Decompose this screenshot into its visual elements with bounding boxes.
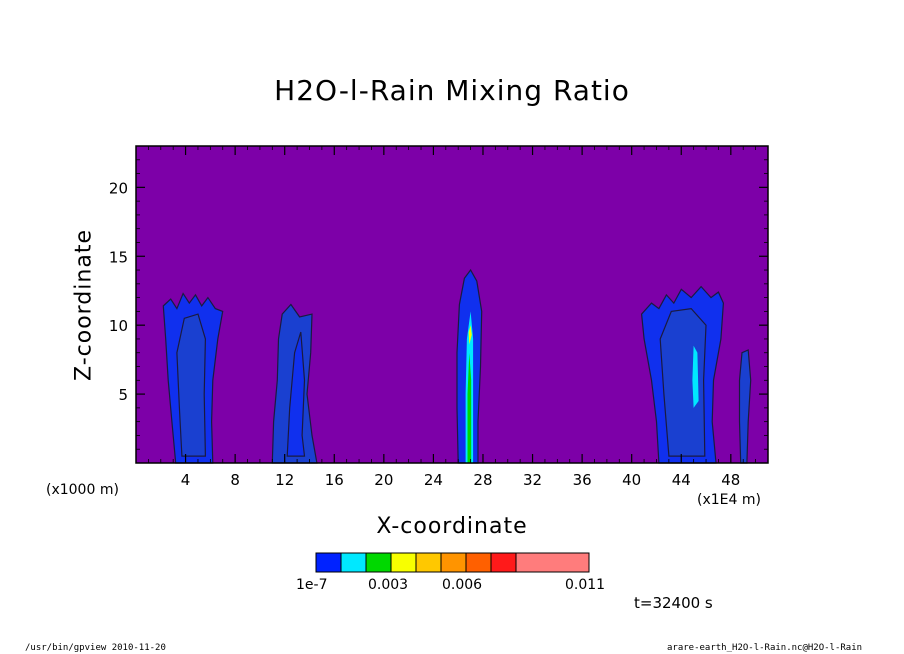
x-axis-extra-unit: (x1E4 m) — [697, 492, 761, 508]
chart-title: H2O-l-Rain Mixing Ratio — [274, 74, 630, 107]
plume-x45-cyan — [692, 345, 699, 408]
colorbar-swatch — [490, 552, 517, 573]
colorbar-label-min: 1e-7 — [296, 577, 328, 593]
colorbar-label-max: 0.011 — [565, 577, 606, 593]
x-axis-label: X-coordinate — [376, 514, 528, 539]
colorbar-label-003: 0.003 — [368, 577, 409, 593]
footer-right: arare-earth_H2O-l-Rain.nc@H2O-l-Rain — [667, 643, 863, 653]
y-tick-label: 5 — [118, 386, 128, 404]
y-axis-label: Z-coordinate — [71, 229, 97, 381]
colorbar-swatch — [315, 552, 342, 573]
x-tick-label: 40 — [622, 471, 641, 489]
plume-x27-green — [467, 352, 472, 463]
colorbar-swatch — [415, 552, 442, 573]
x-tick-label: 44 — [672, 471, 691, 489]
colorbar-swatch — [365, 552, 392, 573]
x-tick-label: 12 — [275, 471, 294, 489]
colorbar-swatch — [340, 552, 367, 573]
colorbar-swatch — [515, 552, 590, 573]
y-tick-label: 20 — [109, 179, 128, 197]
x-tick-label: 16 — [325, 471, 344, 489]
colorbar-swatch — [440, 552, 467, 573]
colorbar-label-006: 0.006 — [442, 577, 483, 593]
plume-x49 — [738, 349, 752, 464]
x-tick-label: 36 — [573, 471, 592, 489]
plume-x45-core — [659, 307, 707, 457]
plot-frame — [135, 145, 769, 464]
x-tick-label: 28 — [473, 471, 492, 489]
x-tick-label: 24 — [424, 471, 443, 489]
x-axis-unit: (x1000 m) — [46, 482, 119, 498]
plume-x12-core — [286, 331, 306, 457]
x-tick-label: 32 — [523, 471, 542, 489]
x-tick-label: 20 — [374, 471, 393, 489]
x-tick-label: 8 — [230, 471, 240, 489]
y-tick-label: 15 — [109, 248, 128, 266]
footer-left: /usr/bin/gpview 2010-11-20 — [25, 643, 166, 653]
colorbar-swatch — [390, 552, 417, 573]
time-label: t=32400 s — [634, 594, 713, 612]
x-tick-label: 48 — [721, 471, 740, 489]
y-tick-label: 10 — [109, 317, 128, 335]
plume-x4-core — [176, 313, 207, 457]
plume-x27-yellow — [468, 325, 472, 345]
colorbar-swatch — [465, 552, 492, 573]
x-tick-label: 4 — [181, 471, 191, 489]
